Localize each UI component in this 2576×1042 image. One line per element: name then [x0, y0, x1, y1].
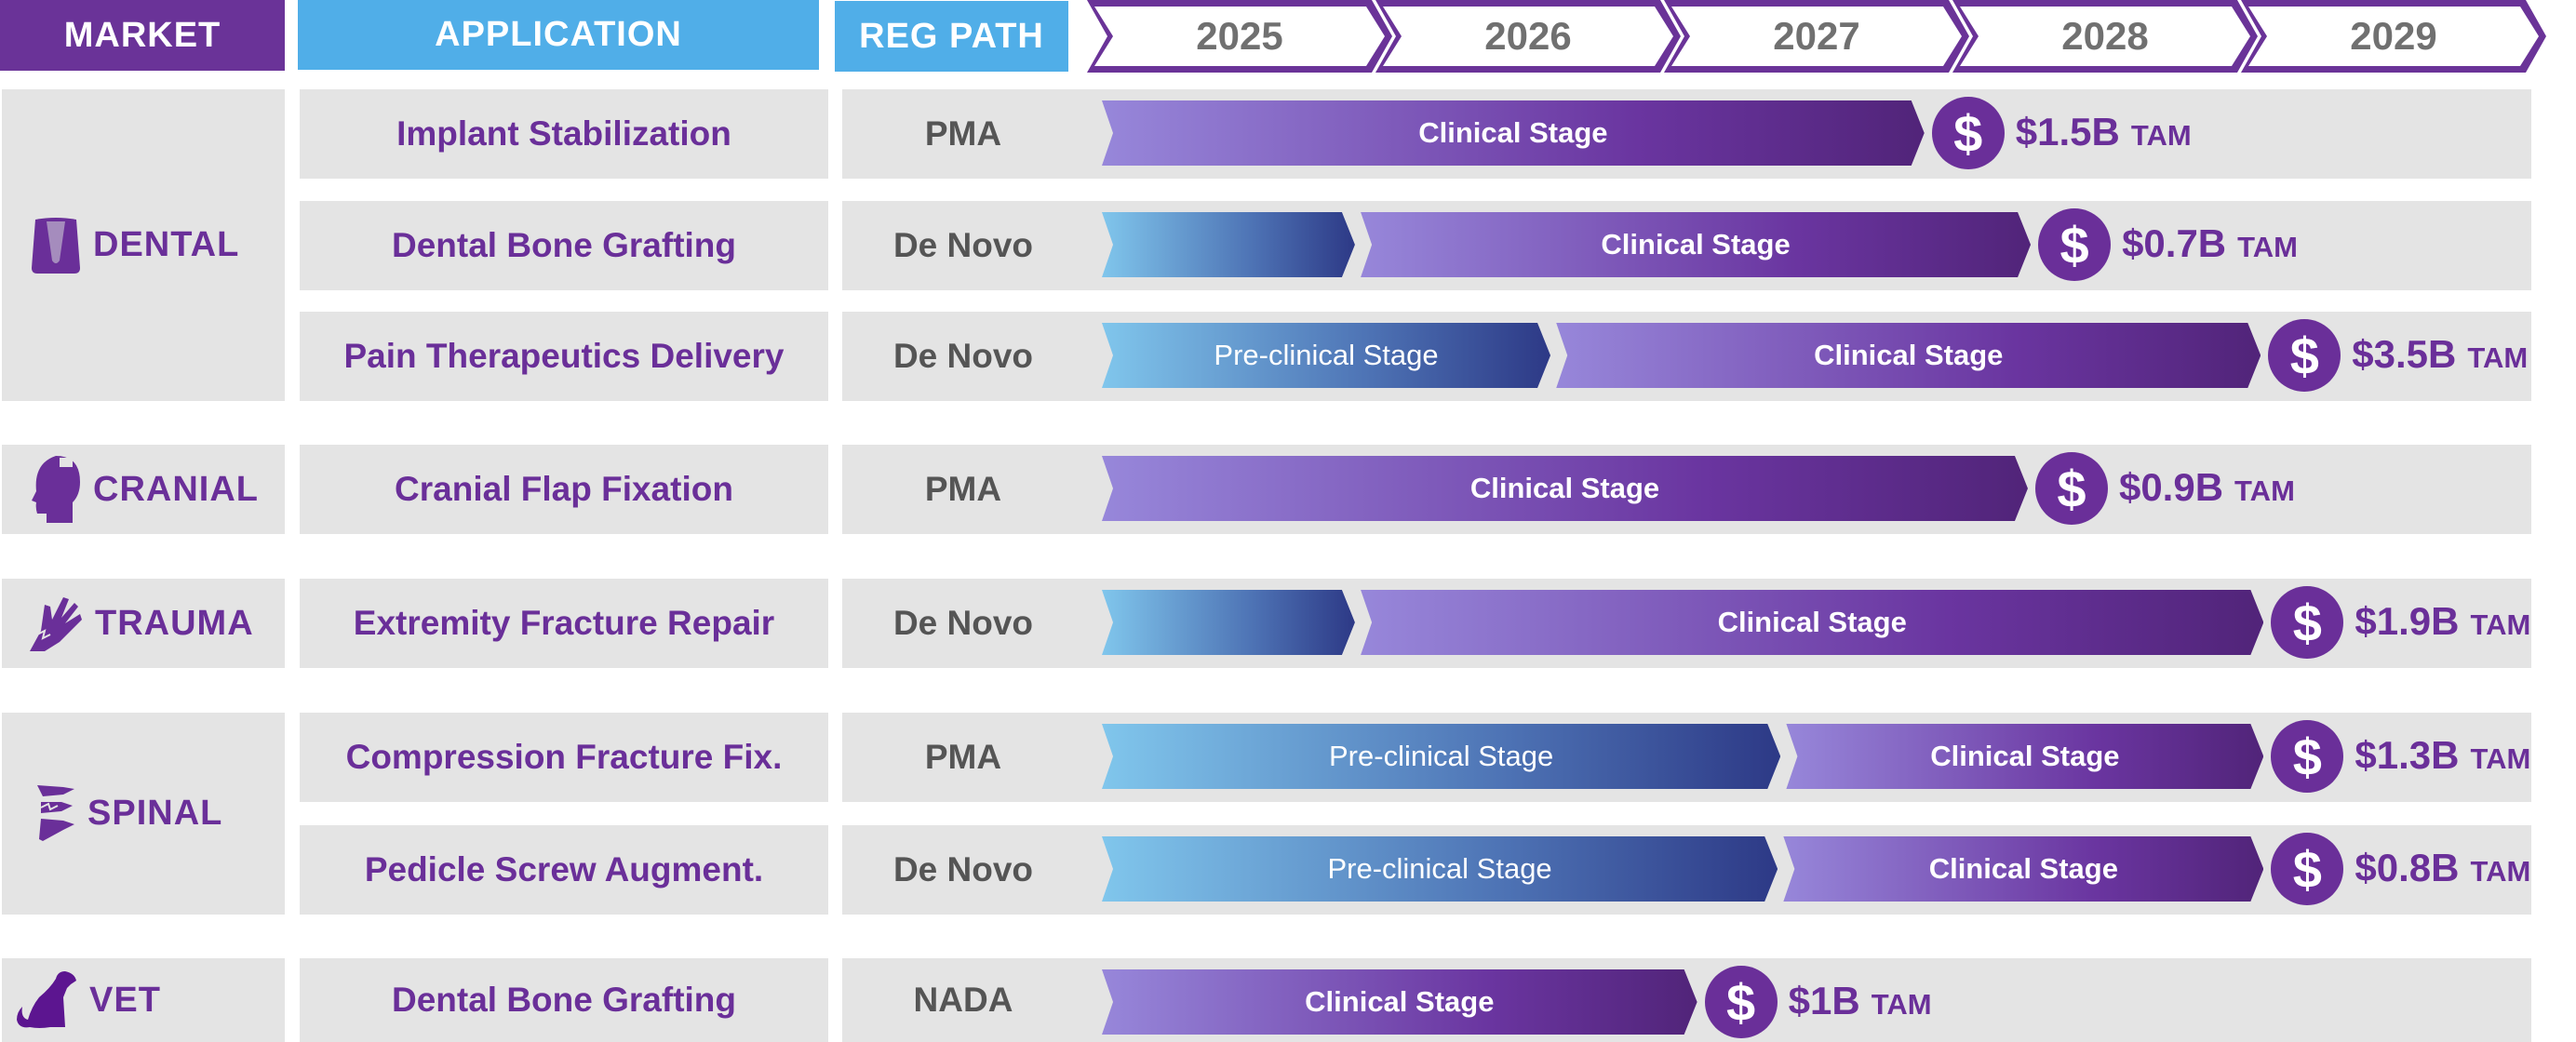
market-label: VET	[89, 980, 161, 1020]
market-cell-cranial: CRANIAL	[2, 445, 285, 534]
dollar-coin-icon: $	[2038, 208, 2112, 281]
dollar-coin-icon: $	[2268, 319, 2341, 392]
application-cell: Cranial Flap Fixation	[300, 445, 828, 534]
dollar-coin-icon: $	[2271, 586, 2344, 659]
reg-path-label: NADA	[913, 981, 1013, 1019]
tam-amount: $1B	[1788, 979, 1860, 1022]
clinical-stage-bar: Clinical Stage	[1556, 323, 2261, 388]
preclinical-stage-bar	[1102, 212, 1355, 277]
tam-amount: $1.9B	[2355, 599, 2460, 643]
dollar-coin-icon: $	[2271, 720, 2344, 793]
dog-icon	[13, 969, 80, 1031]
reg-path-header: REG PATH	[835, 1, 1068, 72]
tam-amount: $3.5B	[2352, 332, 2457, 376]
clinical-stage-bar: Clinical Stage	[1102, 456, 2028, 521]
clinical-stage-bar: Clinical Stage	[1786, 724, 2264, 789]
head-icon	[28, 454, 84, 525]
application-cell: Dental Bone Grafting	[300, 201, 828, 290]
reg-path-label: De Novo	[892, 226, 1034, 264]
tam-unit: TAM	[1871, 988, 1932, 1021]
year-label: 2027	[1671, 7, 1962, 66]
application-cell: Pain Therapeutics Delivery	[300, 312, 828, 401]
tooth-icon	[28, 216, 84, 275]
tam-value: $0.9B TAM	[2119, 465, 2295, 510]
tam-unit: TAM	[2470, 855, 2531, 888]
tam-value: $1.5B TAM	[2016, 110, 2192, 154]
reg-path-label: De Novo	[892, 850, 1034, 888]
dollar-coin-icon: $	[1704, 966, 1778, 1038]
reg-path-label: PMA	[924, 738, 1002, 776]
tam-amount: $0.9B	[2118, 465, 2224, 509]
tam-value: $1.3B TAM	[2355, 733, 2530, 778]
tam-unit: TAM	[2130, 119, 2192, 152]
year-label: 2029	[2248, 7, 2539, 66]
preclinical-stage-bar	[1102, 590, 1355, 655]
clinical-stage-bar: Clinical Stage	[1783, 836, 2264, 902]
clinical-stage-bar: Clinical Stage	[1102, 969, 1697, 1035]
tam-value: $0.8B TAM	[2355, 846, 2530, 890]
tam-amount: $1.3B	[2355, 733, 2460, 777]
hand-icon	[26, 594, 86, 653]
application-cell: Dental Bone Grafting	[300, 958, 828, 1042]
reg-path-label: De Novo	[892, 604, 1034, 642]
year-label: 2028	[1960, 7, 2250, 66]
market-cell-spinal: SPINAL	[2, 713, 285, 915]
application-cell: Extremity Fracture Repair	[300, 579, 828, 668]
tam-value: $3.5B TAM	[2352, 332, 2528, 377]
application-header: APPLICATION	[298, 0, 819, 70]
reg-path-label: PMA	[924, 114, 1002, 153]
clinical-stage-bar: Clinical Stage	[1102, 100, 1925, 166]
tam-unit: TAM	[2470, 608, 2531, 641]
clinical-stage-bar: Clinical Stage	[1361, 212, 2032, 277]
clinical-stage-bar: Clinical Stage	[1361, 590, 2264, 655]
reg-path-label: De Novo	[892, 337, 1034, 375]
tam-amount: $0.8B	[2355, 846, 2460, 889]
tam-amount: $0.7B	[2122, 221, 2227, 265]
reg-path-label: PMA	[924, 470, 1002, 508]
year-label: 2026	[1383, 7, 1673, 66]
market-cell-vet: VET	[2, 958, 285, 1042]
market-label: SPINAL	[87, 794, 223, 833]
preclinical-stage-bar: Pre-clinical Stage	[1102, 836, 1778, 902]
dollar-coin-icon: $	[2034, 452, 2108, 525]
tam-unit: TAM	[2467, 341, 2529, 374]
tam-unit: TAM	[2234, 474, 2295, 507]
market-header: MARKET	[0, 0, 285, 71]
market-label: TRAUMA	[95, 603, 254, 643]
market-cell-dental: DENTAL	[2, 89, 285, 401]
tam-unit: TAM	[2470, 742, 2531, 775]
application-cell: Compression Fracture Fix.	[300, 713, 828, 802]
preclinical-stage-bar: Pre-clinical Stage	[1102, 323, 1551, 388]
application-cell: Implant Stabilization	[300, 89, 828, 179]
dollar-coin-icon: $	[2271, 833, 2344, 905]
tam-amount: $1.5B	[2015, 110, 2120, 154]
tam-value: $0.7B TAM	[2122, 221, 2298, 266]
tam-value: $1B TAM	[1789, 979, 1932, 1023]
market-label: CRANIAL	[93, 469, 259, 509]
dollar-coin-icon: $	[1931, 97, 2005, 169]
market-label: DENTAL	[93, 225, 240, 264]
year-label: 2025	[1094, 7, 1385, 66]
spine-icon	[35, 783, 78, 845]
tam-unit: TAM	[2237, 231, 2298, 263]
preclinical-stage-bar: Pre-clinical Stage	[1102, 724, 1781, 789]
tam-value: $1.9B TAM	[2355, 599, 2530, 644]
application-cell: Pedicle Screw Augment.	[300, 825, 828, 915]
market-cell-trauma: TRAUMA	[2, 579, 285, 668]
